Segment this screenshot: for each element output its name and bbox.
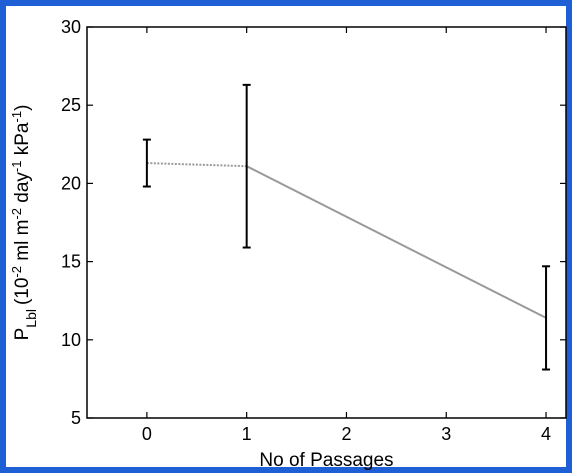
x-axis-label: No of Passages <box>259 450 393 471</box>
error-bar <box>142 138 151 188</box>
y-label-mid3: kPa <box>12 122 33 160</box>
ticks-layer: 5 10 15 20 25 30 0 1 2 3 4 <box>61 17 566 444</box>
error-bar <box>542 265 551 371</box>
y-tick-label: 10 <box>61 330 81 350</box>
y-tick-label: 25 <box>61 95 81 115</box>
y-tick-label: 30 <box>61 17 81 37</box>
y-label-exp1: -2 <box>9 266 24 278</box>
series-line-segment <box>146 162 247 168</box>
y-tick-label: 5 <box>71 408 81 428</box>
y-label-exp4: -1 <box>9 111 24 123</box>
x-tick-label: 1 <box>242 424 252 444</box>
series-line-segment <box>246 165 547 319</box>
y-label-sub: Lbl <box>23 309 39 328</box>
y-tick-label: 15 <box>61 252 81 272</box>
x-tick-label: 0 <box>142 424 152 444</box>
y-label-close: ) <box>12 105 33 111</box>
y-tick-label: 20 <box>61 173 81 193</box>
y-axis-label: PLbl(10-2 ml m-2 day-1 kPa-1) <box>9 105 40 341</box>
x-tick-label: 2 <box>341 424 351 444</box>
y-label-mid2: day <box>12 172 33 208</box>
y-label-open: (10 <box>12 278 33 305</box>
plot-area-border <box>86 26 567 419</box>
y-label-mid1: ml m <box>12 220 33 266</box>
series-layer <box>142 83 551 371</box>
y-label-exp3: -1 <box>9 161 24 173</box>
y-label-exp2: -2 <box>9 208 24 220</box>
y-label-p: P <box>12 328 33 341</box>
x-tick-label: 4 <box>541 424 551 444</box>
x-tick-label: 3 <box>441 424 451 444</box>
error-bar <box>242 83 251 249</box>
